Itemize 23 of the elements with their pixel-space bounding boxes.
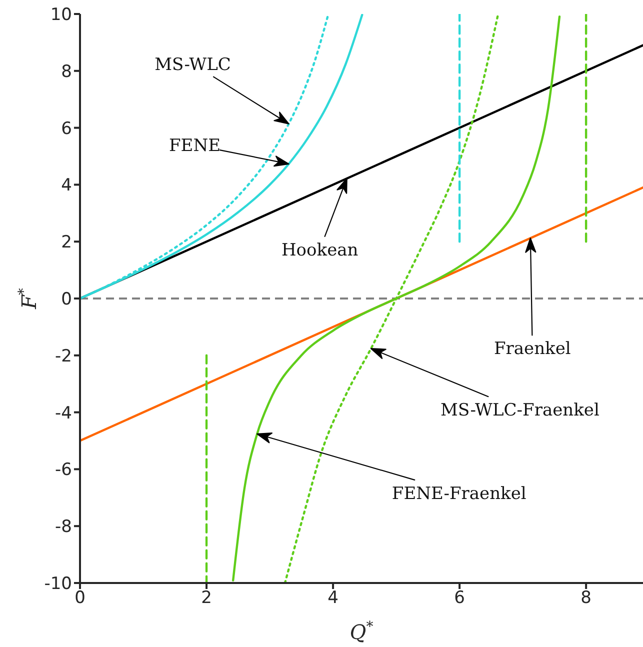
annotation: FENE bbox=[169, 136, 221, 156]
annotation: FENE-Fraenkel bbox=[392, 484, 526, 504]
y-tick-label: -4 bbox=[55, 403, 72, 424]
x-tick-label: 0 bbox=[74, 588, 86, 608]
x-axis-title: Q$^{*}$ bbox=[350, 619, 374, 644]
annotation: Fraenkel bbox=[494, 339, 571, 360]
annotation: Hookean bbox=[281, 240, 358, 260]
y-tick-label: -2 bbox=[55, 346, 72, 366]
y-tick-label: 8 bbox=[61, 62, 72, 82]
y-tick-label: 4 bbox=[61, 176, 72, 196]
x-tick-label: 2 bbox=[201, 588, 212, 608]
y-tick-label: 0 bbox=[61, 290, 72, 310]
y-tick-label: -8 bbox=[55, 517, 72, 538]
x-tick-label: 8 bbox=[580, 588, 592, 608]
annotation: MS-WLC bbox=[154, 54, 231, 75]
x-tick-label: 4 bbox=[328, 588, 338, 608]
y-tick-label: -10 bbox=[44, 574, 72, 594]
y-tick-label: 2 bbox=[61, 232, 72, 253]
y-tick-label: -6 bbox=[55, 460, 72, 480]
annotation: MS-WLC-Fraenkel bbox=[440, 400, 600, 421]
y-tick-label: 10 bbox=[50, 5, 72, 26]
x-tick-label: 6 bbox=[454, 588, 465, 608]
y-tick-label: 6 bbox=[61, 118, 72, 139]
